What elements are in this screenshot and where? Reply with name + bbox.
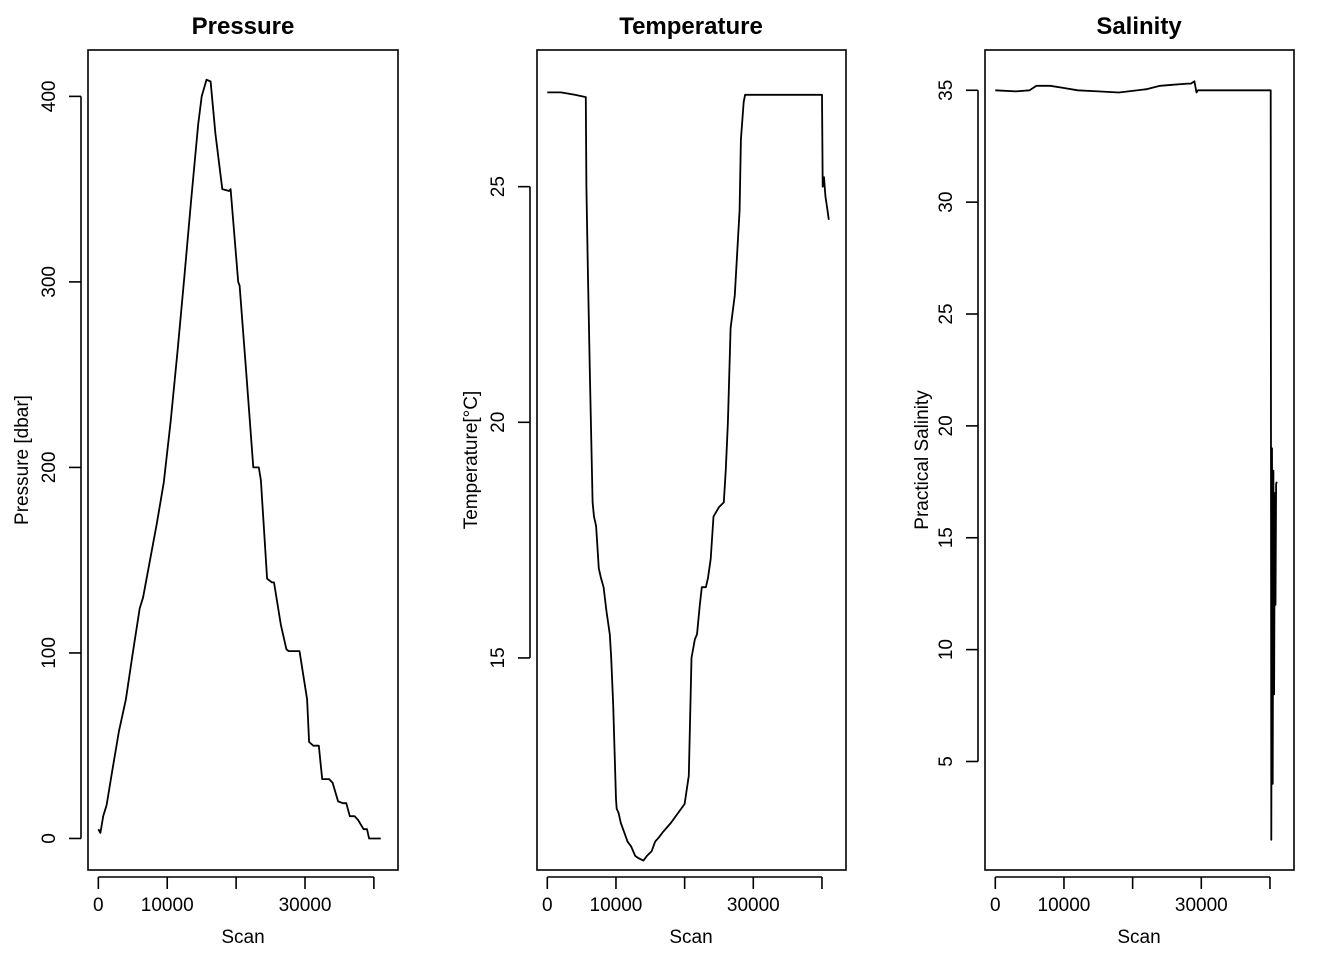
x-tick-label: 10000	[1038, 895, 1091, 916]
y-axis: 0 100 200 300 400	[39, 81, 82, 844]
x-tick-label: 30000	[727, 895, 780, 916]
x-axis-label: Scan	[221, 927, 264, 948]
x-tick-label: 10000	[590, 895, 643, 916]
y-tick-label: 25	[488, 176, 509, 197]
plot-frame	[984, 49, 1295, 871]
x-axis-label: Scan	[669, 927, 712, 948]
series-line	[547, 91, 830, 862]
temperature-panel: Temperature 0 10000 30000 15 20 25 Scan Temp…	[461, 13, 847, 948]
x-axis: 0 10000 30000	[990, 876, 1271, 916]
y-tick-label: 100	[39, 637, 60, 669]
x-tick-label: 0	[542, 895, 553, 916]
series-line	[97, 78, 381, 840]
y-tick-label: 5	[936, 756, 957, 767]
panel-title: Pressure	[192, 13, 295, 40]
plot-frame	[536, 49, 847, 871]
y-axis-label: Practical Salinity	[912, 390, 933, 530]
x-tick-label: 30000	[1175, 895, 1228, 916]
y-tick-label: 400	[39, 81, 60, 113]
panel-title: Temperature	[619, 13, 763, 40]
y-tick-label: 25	[936, 303, 957, 324]
y-tick-label: 15	[936, 527, 957, 548]
y-tick-label: 10	[936, 639, 957, 660]
y-tick-label: 35	[936, 80, 957, 101]
y-tick-label: 30	[936, 192, 957, 213]
x-axis: 0 10000 30000	[542, 876, 823, 916]
x-axis: 0 10000 30000	[93, 876, 375, 916]
y-axis-label: Temperature[°C]	[461, 391, 482, 530]
x-tick-label: 10000	[141, 895, 194, 916]
x-tick-label: 0	[93, 895, 104, 916]
x-axis-label: Scan	[1117, 927, 1160, 948]
x-tick-label: 30000	[279, 895, 332, 916]
y-tick-label: 15	[488, 647, 509, 668]
y-axis-label: Pressure [dbar]	[12, 395, 33, 525]
y-axis: 5 10 15 20 25 30 35	[936, 80, 979, 767]
plot-frame	[87, 49, 399, 871]
x-tick-label: 0	[990, 895, 1001, 916]
panel-title: Salinity	[1096, 13, 1182, 40]
y-axis: 15 20 25	[488, 176, 531, 669]
series-line	[995, 80, 1278, 841]
y-tick-label: 0	[39, 833, 60, 844]
y-tick-label: 200	[39, 452, 60, 484]
y-tick-label: 20	[488, 412, 509, 433]
y-tick-label: 300	[39, 266, 60, 298]
y-tick-label: 20	[936, 415, 957, 436]
